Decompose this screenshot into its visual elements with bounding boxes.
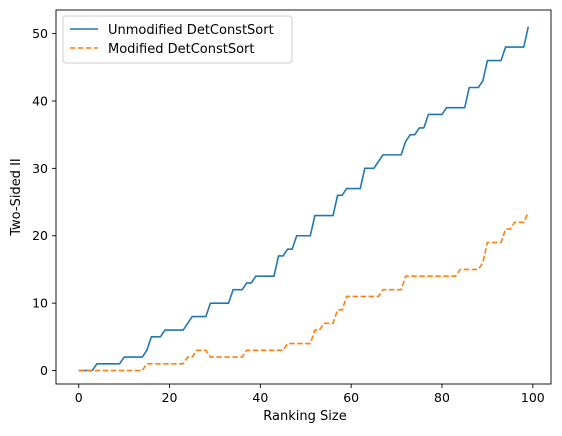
y-tick-label: 50 xyxy=(32,26,48,41)
y-tick-label: 0 xyxy=(40,363,48,378)
x-axis-label: Ranking Size xyxy=(263,409,346,424)
y-tick-label: 10 xyxy=(32,296,48,311)
legend: Unmodified DetConstSort Modified DetCons… xyxy=(63,16,292,63)
x-tick-label: 80 xyxy=(434,390,450,405)
x-tick-label: 60 xyxy=(343,390,359,405)
x-tick-label: 100 xyxy=(521,390,545,405)
legend-label-unmodified: Unmodified DetConstSort xyxy=(108,23,274,38)
y-tick-label: 40 xyxy=(32,93,48,108)
x-tick-label: 0 xyxy=(75,390,83,405)
legend-label-modified: Modified DetConstSort xyxy=(108,42,255,57)
y-axis-label: Two-Sided II xyxy=(9,158,24,236)
y-tick-label: 30 xyxy=(32,161,48,176)
x-tick-label: 40 xyxy=(252,390,268,405)
y-tick-label: 20 xyxy=(32,228,48,243)
x-tick-label: 20 xyxy=(162,390,178,405)
